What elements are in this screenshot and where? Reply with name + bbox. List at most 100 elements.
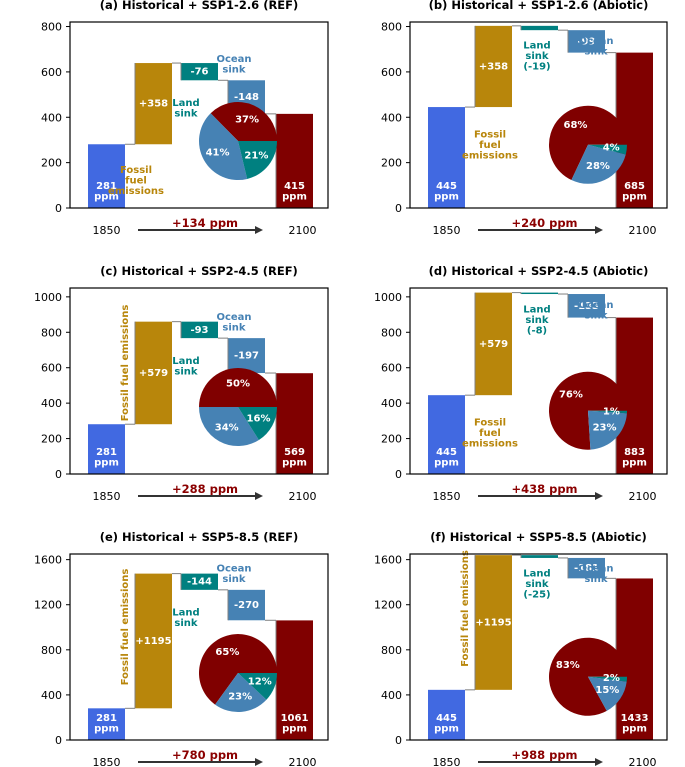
bar-value-label-line: -76 <box>190 66 208 77</box>
panel-title-line: (e) Historical + SSP5-8.5 (REF) <box>100 530 299 544</box>
bar-value-label: 685 ppm <box>622 180 647 202</box>
pie-label: 41% <box>206 147 230 158</box>
pie-label: 50% <box>226 378 250 389</box>
bar-value-label-line: 685 <box>624 180 645 191</box>
pie-label-line: 12% <box>248 676 272 687</box>
y-tick-label: 0 <box>395 202 402 215</box>
y-tick-label-line: 0 <box>55 202 62 215</box>
time-arrow-head <box>595 758 603 766</box>
annotation-fossil-line: Fossil fuel emissions <box>460 550 471 667</box>
pie-label-line: 23% <box>228 691 252 702</box>
annotation-fossil-line: Fossil fuel emissions <box>120 305 131 422</box>
annotation-land-sink-line: (-19) <box>523 61 550 72</box>
x-start-label: 1850 <box>93 224 121 237</box>
y-tick-label-line: 1600 <box>374 553 402 566</box>
pie-label-line: 41% <box>206 147 230 158</box>
delta-label: +134 ppm <box>172 216 238 230</box>
annotation-fossil-fuel-emissions-line: fuel <box>479 140 501 151</box>
bar-2100 <box>276 373 313 474</box>
bar-value-label-line: +579 <box>479 338 508 349</box>
pie-slice-ocean-sink <box>588 676 627 711</box>
bar-value-label-line: -270 <box>234 600 259 611</box>
x-end-label: 2100 <box>629 490 657 503</box>
y-tick-label-line: 0 <box>395 734 402 747</box>
pie-slice-remaining <box>549 105 627 181</box>
bar-ocean-sink <box>568 30 605 53</box>
annotation-land-sink-line: sink <box>174 366 197 377</box>
bar-value-label: -144 <box>187 576 212 587</box>
x-end-label: 2100 <box>289 224 317 237</box>
bar-value-label: -148 <box>234 92 259 103</box>
panel-d: (d) Historical + SSP2-4.5 (Abiotic) 0 200 4… <box>374 264 668 503</box>
bar-value-label: 1433 ppm <box>621 712 649 734</box>
annotation-land-sink: Land sink <box>172 607 199 629</box>
pie-label: 4% <box>603 142 620 153</box>
bar-1850 <box>428 689 465 740</box>
y-tick-label-line: 0 <box>395 202 402 215</box>
x-end-label-line: 2100 <box>289 756 317 767</box>
annotation-fossil-line: Fossil fuel emissions <box>120 569 131 686</box>
bar-1850 <box>428 395 465 474</box>
x-start-label-line: 1850 <box>93 490 121 503</box>
panel-title-line: (a) Historical + SSP1-2.6 (REF) <box>100 0 299 12</box>
annotation-ocean-sink-line: sink <box>584 310 607 321</box>
bar-value-label-line: 445 <box>436 180 457 191</box>
annotation-land-sink-line: sink <box>525 315 548 326</box>
annotation-land-sink: Land sink <box>172 98 199 120</box>
y-tick-label-line: 400 <box>381 397 402 410</box>
annotation-fossil-fuel-emissions-line: Fossil <box>120 164 152 175</box>
bar-value-label: +358 <box>479 61 508 72</box>
annotation-ocean-sink: Ocean sink <box>216 311 251 333</box>
annotation-ocean-sink-line: Ocean <box>578 563 613 574</box>
x-start-label: 1850 <box>93 490 121 503</box>
bar-1850 <box>88 708 125 740</box>
annotation-land-sink-line: Land <box>172 98 199 109</box>
y-tick-label: 600 <box>41 361 62 374</box>
bar-value-label: 445 ppm <box>434 180 459 202</box>
bar-value-label-line: 569 <box>284 446 305 457</box>
panel-title: (f) Historical + SSP5-8.5 (Abiotic) <box>430 530 646 544</box>
panel-c: (c) Historical + SSP2-4.5 (REF) 0 200 400 60… <box>34 264 329 503</box>
pie-slice-remaining <box>199 368 277 408</box>
y-tick-label: 200 <box>381 156 402 169</box>
pie-label-line: 65% <box>215 647 239 658</box>
annotation-fossil: Fossil fuel emissions <box>120 569 131 686</box>
y-tick-label-line: 800 <box>41 643 62 656</box>
bar-value-label-line: -133 <box>574 300 599 311</box>
pie-slice-remaining <box>210 102 277 142</box>
y-tick-label: 1200 <box>34 598 62 611</box>
pie-label: 28% <box>586 160 610 171</box>
annotation-ocean-sink-line: Ocean <box>216 563 251 574</box>
annotation-ocean-sink: Ocean sink <box>578 299 613 321</box>
y-tick-label: 400 <box>381 688 402 701</box>
y-tick-label: 800 <box>381 326 402 339</box>
bar-fossil-fuel-emissions <box>475 25 512 108</box>
plot-frame <box>409 287 668 475</box>
x-start-label: 1850 <box>433 224 461 237</box>
annotation-fossil-fuel-emissions-line: Fossil <box>474 129 506 140</box>
y-tick-label: 1600 <box>374 553 402 566</box>
annotation-ocean-sink-line: Ocean <box>216 311 251 322</box>
pie-slice-land-sink <box>588 410 627 414</box>
bar-fossil-fuel-emissions <box>135 321 172 425</box>
delta-label-line: +988 ppm <box>511 748 577 762</box>
y-tick-label: 1600 <box>34 553 62 566</box>
y-tick-label: 800 <box>41 20 62 33</box>
y-tick-label-line: 200 <box>41 432 62 445</box>
annotation-land-sink-line: Land <box>523 40 550 51</box>
y-tick-label: 400 <box>381 397 402 410</box>
y-tick-label-line: 1200 <box>34 598 62 611</box>
bar-value-label: 883 ppm <box>622 446 647 468</box>
y-tick-label: 1000 <box>374 290 402 303</box>
pie-label: 76% <box>559 389 583 400</box>
panel-b: (b) Historical + SSP1-2.6 (Abiotic) 0 200 4… <box>381 0 668 237</box>
y-tick-label: 200 <box>41 432 62 445</box>
pie-label: 68% <box>563 120 587 131</box>
bar-land-sink <box>181 573 218 590</box>
pie-slice-land-sink <box>238 407 277 440</box>
x-start-label-line: 1850 <box>433 224 461 237</box>
y-tick-label-line: 800 <box>381 326 402 339</box>
annotation-ocean-sink: Ocean sink <box>216 54 251 76</box>
bar-value-label-line: 1433 <box>621 712 649 723</box>
y-tick-label: 600 <box>381 361 402 374</box>
